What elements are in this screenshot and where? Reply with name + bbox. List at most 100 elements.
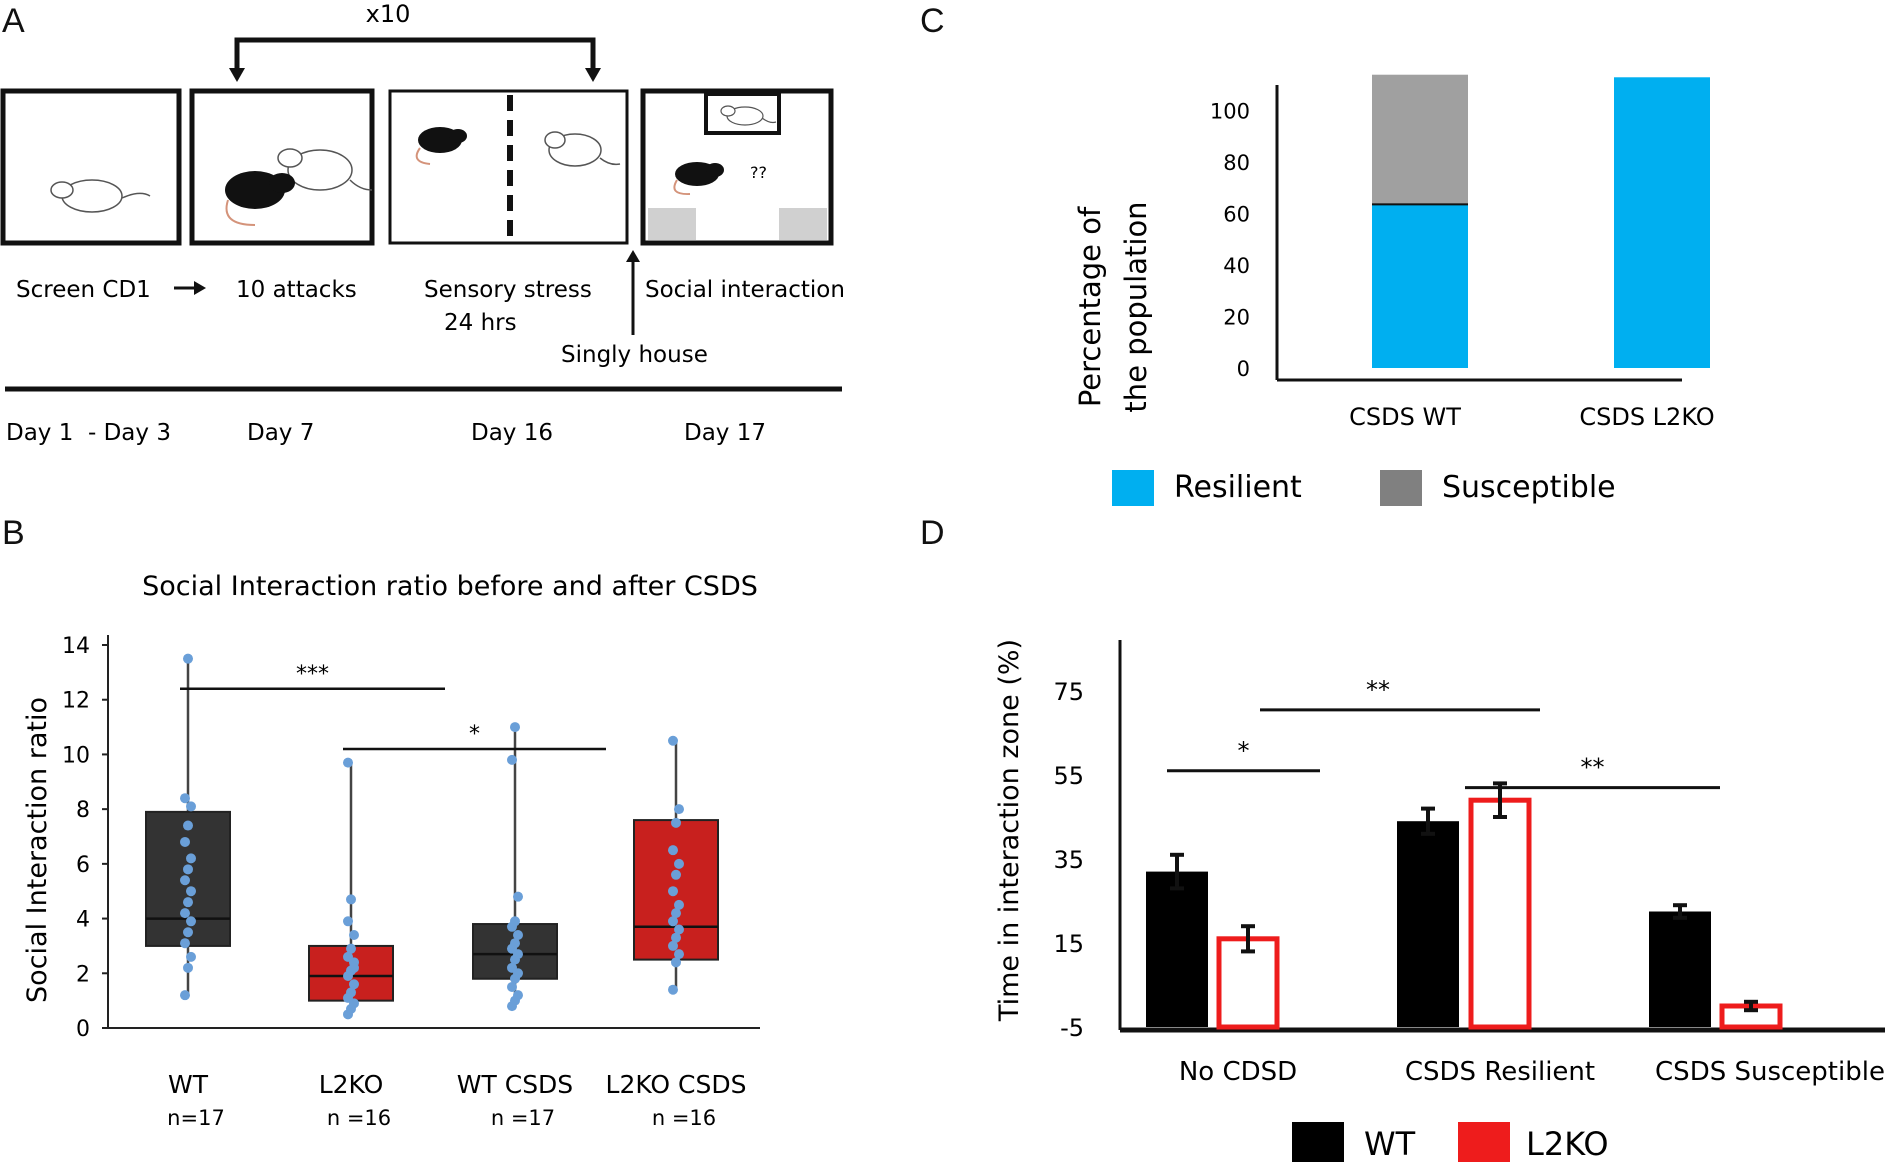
chart-b-point xyxy=(183,897,193,908)
chart-b-point xyxy=(510,916,520,927)
chart-c-legend-label: Susceptible xyxy=(1442,470,1616,505)
chart-b-group-label: L2KO xyxy=(319,1070,384,1099)
chart-b-point xyxy=(346,943,356,954)
step-arrow-head xyxy=(194,281,206,295)
step-singly: Singly house xyxy=(561,342,708,368)
chart-b-point xyxy=(674,899,684,910)
chart-d-category-label: No CDSD xyxy=(1179,1057,1297,1087)
black-mouse-icon xyxy=(225,171,295,226)
chart-b-point xyxy=(671,957,681,968)
chart-d-sig-label: ** xyxy=(1581,754,1605,782)
chart-b-point xyxy=(186,951,196,962)
chart-d-bar-wt xyxy=(1397,821,1459,1027)
chart-b-point xyxy=(186,853,196,864)
timeline-diagram: x10 ?? Screen CD1 10 attacks Sensor xyxy=(0,0,845,446)
chart-b-point xyxy=(674,858,684,869)
panel-label-b: B xyxy=(2,514,25,552)
day-7: Day 7 xyxy=(247,420,314,446)
panel-label-a: A xyxy=(2,2,25,40)
chart-b-title: Social Interaction ratio before and afte… xyxy=(142,571,758,602)
chart-b-point xyxy=(186,886,196,897)
chart-b-point xyxy=(674,924,684,935)
black-mouse-icon xyxy=(673,162,724,196)
chart-b-point xyxy=(180,990,190,1001)
chart-c-bar-segment xyxy=(1372,203,1468,368)
chart-b-group-n: n =16 xyxy=(652,1106,716,1130)
day-1-3: Day 1 - Day 3 xyxy=(6,420,171,446)
chart-d-ytick-label: 35 xyxy=(1053,846,1084,874)
chart-b-sig-label: * xyxy=(469,722,480,747)
chart-b-ytick-label: 8 xyxy=(76,798,90,823)
chart-b-point xyxy=(513,929,523,940)
box-sensory xyxy=(388,89,629,245)
chart-b-group-n: n =17 xyxy=(491,1106,555,1130)
chart-b-point xyxy=(180,793,190,804)
chart-b-ylabel: Social Interaction ratio xyxy=(22,697,53,1003)
chart-b-point xyxy=(674,949,684,960)
chart-d-bar-wt xyxy=(1146,871,1208,1027)
chart-b-point xyxy=(346,987,356,998)
chart-b-point xyxy=(507,754,517,765)
black-mouse-icon xyxy=(415,127,467,165)
chart-d-legend-swatch-wt xyxy=(1292,1122,1344,1162)
chart-b-ytick-label: 12 xyxy=(62,689,90,714)
chart-b-point xyxy=(180,938,190,949)
chart-c-legend-swatch xyxy=(1112,470,1154,506)
chart-b-point xyxy=(668,886,678,897)
chart-d-ylabel: Time in interaction zone (%) xyxy=(994,639,1025,1022)
chart-c-bar-segment xyxy=(1614,77,1710,369)
chart-b-point xyxy=(349,929,359,940)
day-16: Day 16 xyxy=(471,420,553,446)
chart-c-category-label: CSDS L2KO xyxy=(1579,403,1714,431)
chart-b-point xyxy=(668,984,678,995)
chart-b-point xyxy=(349,962,359,973)
chart-d-bar-l2ko xyxy=(1216,936,1280,1030)
chart-b-point xyxy=(668,735,678,746)
chart-b-group-n: n=17 xyxy=(167,1106,225,1130)
step-social: Social interaction xyxy=(645,277,845,303)
chart-b-point xyxy=(510,938,520,949)
step-attacks: 10 attacks xyxy=(236,277,357,303)
chart-b-ytick-label: 0 xyxy=(76,1017,90,1042)
chart-c-ytick-label: 80 xyxy=(1223,151,1250,175)
chart-b-point xyxy=(183,864,193,875)
chart-d-legend-swatch-l2ko xyxy=(1458,1122,1510,1162)
chart-b-point xyxy=(343,951,353,962)
corner-zone-right xyxy=(779,208,827,240)
singly-house-arrow-head xyxy=(626,250,640,262)
chart-d-ytick-label: 75 xyxy=(1053,678,1084,706)
chart-d-sig-label: * xyxy=(1238,737,1250,765)
chart-b-point xyxy=(186,916,196,927)
chart-b-point xyxy=(668,940,678,951)
repeat-bracket xyxy=(234,37,596,75)
chart-b-point xyxy=(183,820,193,831)
chart-b-point xyxy=(671,932,681,943)
chart-b-point xyxy=(510,722,520,733)
question-marks: ?? xyxy=(750,163,767,182)
chart-c-legend-swatch xyxy=(1380,470,1422,506)
box-screen xyxy=(0,88,182,246)
chart-b-point xyxy=(343,916,353,927)
chart-b-point xyxy=(343,757,353,768)
chart-d-legend-label: L2KO xyxy=(1526,1125,1609,1163)
white-mouse-icon xyxy=(720,105,777,126)
chart-b-point xyxy=(186,801,196,812)
chart-b-point xyxy=(671,908,681,919)
repeat-arrow-right xyxy=(585,68,601,82)
day-17: Day 17 xyxy=(684,420,766,446)
chart-b-ytick-label: 4 xyxy=(76,908,90,933)
chart-c-ylabel-2: the population xyxy=(1119,201,1153,412)
chart-b-point xyxy=(183,927,193,938)
chart-c-ylabel-1: Percentage of xyxy=(1073,206,1107,407)
chart-b-group-n: n =16 xyxy=(327,1106,391,1130)
chart-c-legend-label: Resilient xyxy=(1174,470,1302,505)
chart-b-point xyxy=(674,804,684,815)
chart-c-stacked-bar: Percentage of the population 0 20 40 60 80 10… xyxy=(1073,74,1715,506)
chart-b-point xyxy=(180,875,190,886)
chart-b-point xyxy=(668,845,678,856)
chart-b-point xyxy=(349,979,359,990)
chart-b-point xyxy=(183,653,193,664)
chart-d-sig-label: ** xyxy=(1366,676,1390,704)
chart-b-point xyxy=(513,990,523,1001)
chart-d-category-label: CSDS Susceptible xyxy=(1655,1057,1885,1087)
